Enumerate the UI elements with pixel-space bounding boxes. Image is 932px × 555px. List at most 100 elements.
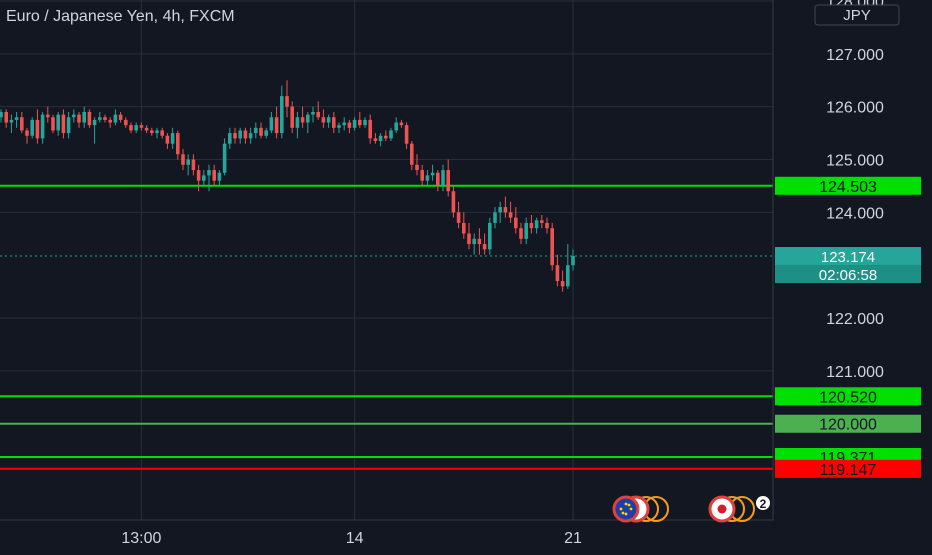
candle xyxy=(342,117,346,131)
candle-body xyxy=(337,125,341,128)
time-axis[interactable]: 13:00 14 21 xyxy=(121,530,582,547)
candle xyxy=(300,106,305,128)
candle xyxy=(488,217,492,255)
candle-body xyxy=(472,238,476,245)
candle-body xyxy=(467,233,471,245)
eu-flag-icon[interactable] xyxy=(612,495,669,523)
candle-body xyxy=(368,119,372,139)
candle xyxy=(40,111,45,144)
candle-body xyxy=(14,117,19,120)
candle-body xyxy=(332,117,336,128)
candle-body xyxy=(451,191,456,213)
candle xyxy=(113,109,118,126)
candle xyxy=(108,117,112,128)
candle xyxy=(124,117,128,128)
candle-body xyxy=(503,207,508,213)
countdown-box xyxy=(775,265,921,284)
candle-body xyxy=(441,170,445,186)
candle-body xyxy=(20,117,24,131)
candle xyxy=(332,111,336,134)
candle xyxy=(228,127,232,149)
event-count-label: 2 xyxy=(760,497,767,511)
candle-body xyxy=(82,111,86,123)
economic-events[interactable]: 2 xyxy=(612,495,770,523)
candle-body xyxy=(571,256,575,266)
candle-body xyxy=(4,111,8,123)
candle-body xyxy=(92,119,97,126)
candle xyxy=(347,119,352,134)
candle xyxy=(462,212,466,239)
candle-body xyxy=(186,159,190,165)
chart-title: Euro / Japanese Yen, 4h, FXCM xyxy=(6,8,235,25)
candle xyxy=(358,111,362,128)
candle xyxy=(410,141,414,171)
candle xyxy=(321,109,326,128)
candle xyxy=(103,114,107,123)
candle xyxy=(66,111,71,139)
candle xyxy=(139,122,144,131)
candle xyxy=(212,164,216,186)
candle xyxy=(415,154,419,176)
candle xyxy=(456,201,461,229)
candle xyxy=(46,106,50,123)
level-label-box xyxy=(775,176,921,195)
candle-body xyxy=(446,170,450,192)
candle xyxy=(545,217,549,234)
candle xyxy=(498,201,502,223)
currency-badge-box xyxy=(814,4,900,26)
candle-body xyxy=(66,117,71,134)
candle-body xyxy=(30,119,34,136)
candle xyxy=(519,222,523,245)
candle xyxy=(77,111,81,128)
candle-body xyxy=(415,164,419,171)
candle xyxy=(56,111,60,136)
candle-body xyxy=(352,119,357,128)
candle-body xyxy=(254,127,258,134)
candle-body xyxy=(165,135,170,144)
candle xyxy=(446,159,450,197)
candle xyxy=(467,222,471,250)
candle-body xyxy=(285,96,289,107)
candle-body xyxy=(129,125,133,131)
event-count-badge[interactable]: 2 xyxy=(756,496,770,511)
candle xyxy=(202,170,206,186)
candle-body xyxy=(404,125,409,144)
candle xyxy=(482,233,487,255)
candle xyxy=(269,111,274,134)
currency-badge[interactable]: JPY xyxy=(814,4,900,26)
candle-body xyxy=(373,138,378,142)
candle-body xyxy=(113,114,118,123)
level-price-label: 124.503 xyxy=(819,179,877,196)
candle xyxy=(196,164,201,192)
time-tick-label: 13:00 xyxy=(121,530,161,547)
candle-body xyxy=(238,130,242,139)
candle-body xyxy=(25,130,29,136)
candle-body xyxy=(524,222,528,239)
candle-body xyxy=(207,170,211,176)
candle-body xyxy=(550,228,554,266)
candle-body xyxy=(342,122,346,126)
jp-flag-icon[interactable] xyxy=(708,495,755,523)
candle-body xyxy=(0,111,3,118)
price-tick-label: 124.000 xyxy=(826,205,884,222)
candle xyxy=(514,207,518,234)
candle xyxy=(363,117,367,128)
candle-body xyxy=(274,117,279,134)
candle-body xyxy=(519,228,523,239)
level-label-box xyxy=(775,414,921,433)
candle xyxy=(176,130,180,160)
countdown-label: 02:06:58 xyxy=(819,267,877,284)
horizontal-levels[interactable] xyxy=(0,184,773,470)
candle xyxy=(472,233,476,255)
candle-body xyxy=(243,130,248,139)
candle-body xyxy=(124,119,128,126)
candle-body xyxy=(56,114,60,131)
candle xyxy=(259,122,263,139)
candle xyxy=(191,154,196,176)
candle xyxy=(98,111,102,123)
candle xyxy=(274,106,279,139)
level-label-box xyxy=(775,387,921,406)
